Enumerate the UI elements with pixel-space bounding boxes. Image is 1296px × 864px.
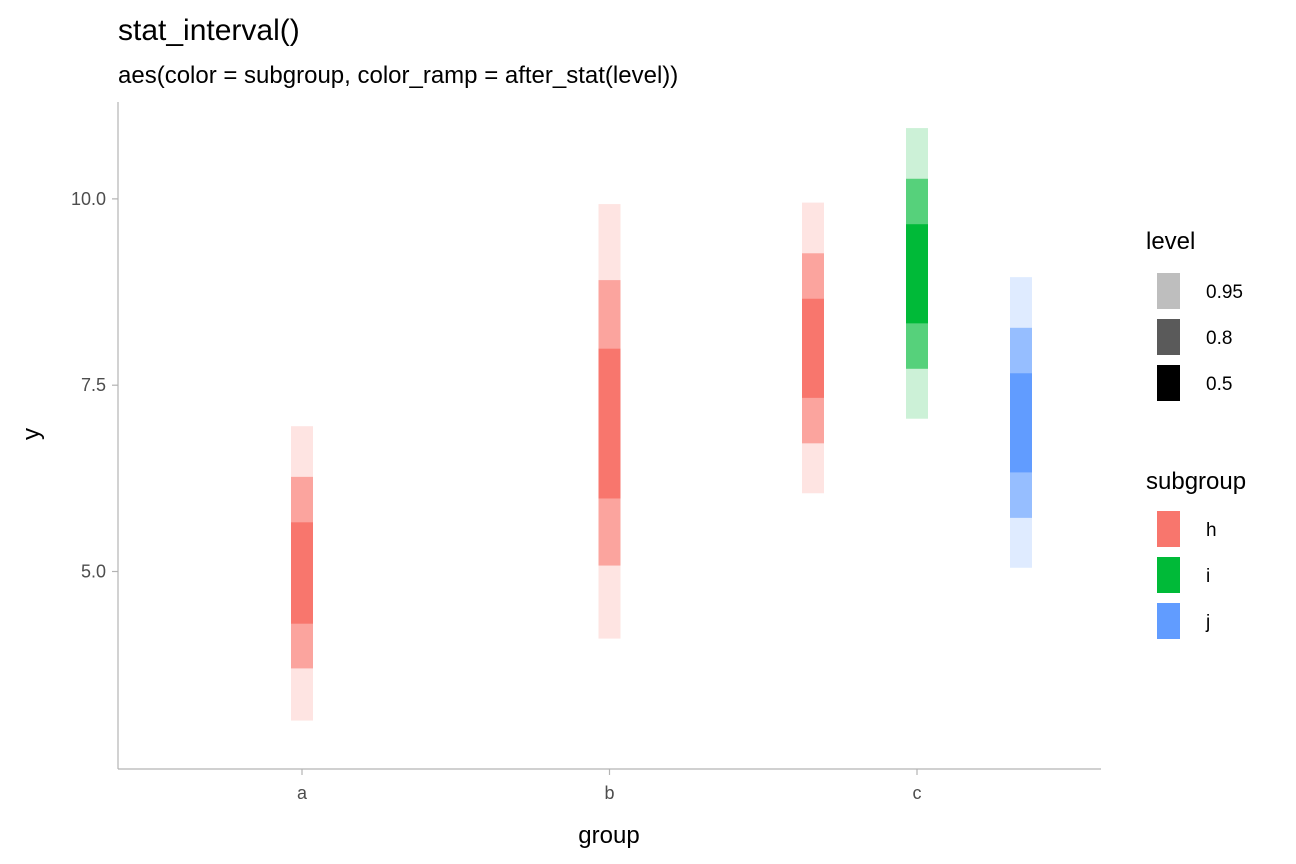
interval-c-h-50 (802, 298, 824, 398)
y-tick-label: 7.5 (81, 375, 106, 395)
legend-subgroup-items: h i j (1157, 511, 1217, 639)
chart-title: stat_interval() (118, 14, 300, 47)
legend-level-key-2 (1157, 365, 1180, 401)
interval-b-h-50 (598, 348, 621, 499)
legend-subgroup-key-0 (1157, 511, 1180, 547)
x-tick-label-a: a (297, 783, 308, 803)
legend-subgroup-key-2 (1157, 603, 1180, 639)
interval-a-h-50 (291, 522, 313, 624)
y-tick-label: 5.0 (81, 562, 106, 582)
interval-marks (291, 128, 1032, 721)
legend-subgroup-title: subgroup (1146, 468, 1246, 495)
legend-subgroup-label-0: h (1206, 520, 1217, 541)
legend-level-label-0: 0.95 (1206, 282, 1243, 303)
y-axis-ticks: 5.0 7.5 10.0 (71, 189, 118, 582)
legend-subgroup-label-1: i (1206, 566, 1210, 587)
x-tick-label-b: b (604, 783, 614, 803)
legend-level-items: 0.95 0.8 0.5 (1157, 273, 1243, 401)
interval-c-i-50 (906, 224, 928, 324)
legend-level-key-1 (1157, 319, 1180, 355)
legend-level-title: level (1146, 228, 1195, 255)
chart-subtitle: aes(color = subgroup, color_ramp = after… (118, 62, 678, 89)
legend: level 0.95 0.8 0.5 subgroup h i j (1146, 228, 1246, 639)
legend-level-label-2: 0.5 (1206, 374, 1232, 395)
legend-subgroup-label-2: j (1205, 612, 1210, 633)
legend-level-label-1: 0.8 (1206, 328, 1232, 349)
legend-subgroup-key-1 (1157, 557, 1180, 593)
x-tick-label-c: c (913, 783, 922, 803)
interval-c-j-50 (1010, 373, 1032, 473)
x-axis-ticks: a b c (297, 769, 922, 803)
y-axis-title: y (18, 428, 45, 440)
legend-level-key-0 (1157, 273, 1180, 309)
x-axis-title: group (578, 822, 639, 849)
y-tick-label: 10.0 (71, 189, 106, 209)
